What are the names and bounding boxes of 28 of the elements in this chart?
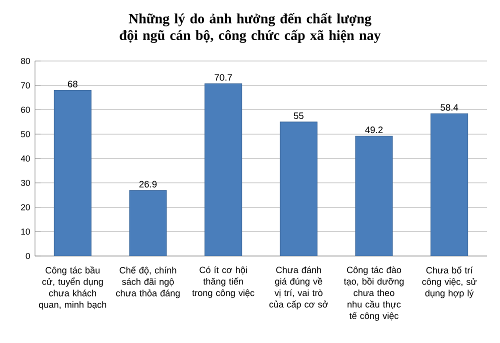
data-label: 58.4 (440, 104, 458, 111)
data-label: 26.9 (139, 180, 157, 188)
data-label: 55 (294, 112, 304, 120)
y-tick-label: 80 (21, 58, 30, 64)
y-tick-label: 10 (21, 228, 30, 235)
y-tick-label: 0 (26, 252, 30, 260)
bar (204, 83, 242, 256)
y-tick-label: 50 (21, 131, 30, 138)
chart-title: Những lý do ảnh hưởng đến chất lượng đội ngũ cán bộ, công chức cấp xã hiện nay (120, 13, 381, 43)
x-tick-label: Chưa đánh giá đúng về vị trí, vai trò của cấp cơ sở (269, 266, 328, 310)
data-label: 49.2 (365, 126, 383, 134)
x-tick-label: Chưa bố trí công việc, sử dụng hợp lý (422, 266, 477, 298)
bar (355, 136, 393, 256)
y-tick-label: 70 (21, 82, 30, 88)
x-tick-label: Công tác bầu cử, tuyển dụng chưa khách quan, minh bạch (39, 266, 106, 310)
bar (129, 190, 167, 256)
y-tick-label: 30 (20, 180, 30, 186)
x-tick-label: Có ít cơ hội thăng tiến trong công việc (192, 266, 254, 298)
y-tick-label: 60 (21, 106, 30, 113)
data-label: 70.7 (214, 74, 232, 81)
x-tick-label: Công tác đào tạo, bồi dưỡng chưa theo nhu cầu thực tế công việc (344, 266, 404, 321)
x-tick-label: Chế độ, chính sách đãi ngộ chưa thỏa đáng (116, 266, 180, 298)
y-tick-label: 20 (21, 204, 30, 210)
bar (280, 122, 318, 256)
bar (54, 90, 92, 256)
y-tick-label: 40 (20, 155, 30, 162)
data-label: 68 (68, 80, 78, 88)
bar (430, 113, 468, 256)
